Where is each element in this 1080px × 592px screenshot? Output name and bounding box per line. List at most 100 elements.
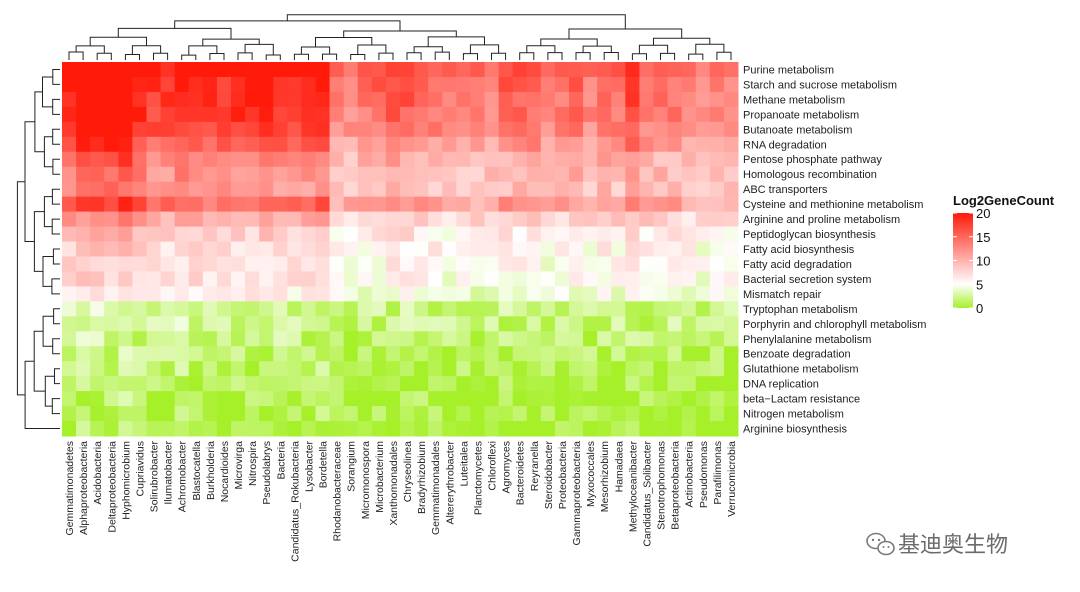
heatmap-cell xyxy=(62,406,77,422)
heatmap-cell xyxy=(118,106,133,123)
heatmap-cell xyxy=(695,301,711,317)
heatmap-cell xyxy=(62,376,77,392)
heatmap-cell xyxy=(273,406,288,422)
row-label: Mismatch repair xyxy=(743,289,822,301)
heatmap-cell xyxy=(132,346,147,362)
heatmap-cell xyxy=(709,256,725,272)
heatmap-cell xyxy=(132,106,147,123)
dendrogram-branch xyxy=(33,330,46,392)
heatmap-cell xyxy=(132,406,147,422)
heatmap-cell xyxy=(653,181,669,198)
heatmap-cell xyxy=(470,62,485,78)
heatmap-cell xyxy=(343,121,359,138)
heatmap-cell xyxy=(216,136,232,153)
heatmap-cell xyxy=(569,136,584,153)
heatmap-cell xyxy=(160,226,176,243)
heatmap-cell xyxy=(583,226,598,243)
heatmap-cell xyxy=(202,62,218,78)
heatmap-cell xyxy=(245,166,260,183)
heatmap-cell xyxy=(554,286,570,302)
heatmap-cell xyxy=(188,361,204,377)
heatmap-cell xyxy=(216,196,232,213)
heatmap-cell xyxy=(723,76,739,93)
heatmap-cell xyxy=(512,91,528,108)
heatmap-cell xyxy=(400,271,415,287)
heatmap-cell xyxy=(315,62,331,78)
heatmap-cell xyxy=(597,331,612,347)
heatmap-cell xyxy=(385,211,401,228)
heatmap-cell xyxy=(597,136,612,153)
heatmap-cell xyxy=(484,91,500,108)
heatmap-cell xyxy=(259,286,274,302)
heatmap-cell xyxy=(160,121,176,138)
heatmap-cell xyxy=(357,166,373,183)
heatmap-cell xyxy=(695,376,711,392)
heatmap-cell xyxy=(639,226,654,243)
heatmap-cell xyxy=(667,316,683,332)
heatmap-cell xyxy=(245,346,260,362)
heatmap-cell xyxy=(470,181,485,198)
heatmap-cell xyxy=(526,241,542,257)
heatmap-cell xyxy=(569,286,584,302)
heatmap-cell xyxy=(653,121,669,138)
heatmap-cell xyxy=(540,376,556,392)
heatmap-cell xyxy=(188,421,204,437)
heatmap-cell xyxy=(273,226,288,243)
heatmap-cell xyxy=(371,181,387,198)
heatmap-cell xyxy=(695,136,711,153)
heatmap-cell xyxy=(540,76,556,93)
heatmap-cell xyxy=(357,361,373,377)
heatmap-cell xyxy=(343,151,359,168)
heatmap-cell xyxy=(723,286,739,302)
heatmap-cell xyxy=(414,301,429,317)
heatmap-cell xyxy=(512,241,528,257)
row-label: Nitrogen metabolism xyxy=(743,409,844,421)
heatmap-cell xyxy=(245,62,260,78)
heatmap-cell xyxy=(371,331,387,347)
heatmap-cell xyxy=(371,361,387,377)
heatmap-cell xyxy=(146,181,162,198)
heatmap-cell xyxy=(498,106,514,123)
heatmap-cell xyxy=(554,376,570,392)
heatmap-cell xyxy=(188,136,204,153)
heatmap-cell xyxy=(273,391,288,407)
heatmap-cell xyxy=(569,316,584,332)
heatmap-cell xyxy=(723,62,739,78)
column-label: Pseudolabrys xyxy=(261,441,273,505)
heatmap-cell xyxy=(428,286,443,302)
heatmap-cell xyxy=(202,151,218,168)
heatmap-cell xyxy=(456,121,471,138)
heatmap-cell xyxy=(231,331,246,347)
heatmap-cell xyxy=(653,406,669,422)
heatmap-cell xyxy=(540,316,556,332)
heatmap-cell xyxy=(188,406,204,422)
heatmap-cell xyxy=(653,166,669,183)
heatmap-cell xyxy=(569,211,584,228)
heatmap-cell xyxy=(231,226,246,243)
heatmap-cell xyxy=(188,391,204,407)
heatmap-cell xyxy=(343,106,359,123)
heatmap-cell xyxy=(554,361,570,377)
heatmap-cell xyxy=(202,391,218,407)
heatmap-cell xyxy=(498,62,514,78)
heatmap-cell xyxy=(456,151,471,168)
heatmap-cell xyxy=(625,91,640,108)
heatmap-cell xyxy=(62,241,77,257)
heatmap-cell xyxy=(287,91,302,108)
watermark-text: 基迪奥生物 xyxy=(898,533,1008,558)
heatmap-cell xyxy=(709,226,725,243)
column-label: Gammaproteobacteria xyxy=(571,441,583,546)
heatmap-cell xyxy=(357,181,373,198)
heatmap-cell xyxy=(540,346,556,362)
heatmap-cell xyxy=(611,136,626,153)
heatmap-cell xyxy=(526,151,542,168)
heatmap-cell xyxy=(611,106,626,123)
heatmap-cell xyxy=(273,151,288,168)
dendrogram-branch xyxy=(582,45,612,53)
heatmap-cell xyxy=(470,391,485,407)
heatmap-cell xyxy=(442,106,457,123)
row-label: Glutathione metabolism xyxy=(743,364,859,376)
heatmap-cell xyxy=(512,196,528,213)
heatmap-cell xyxy=(681,151,697,168)
dendrogram-branch xyxy=(568,28,683,39)
